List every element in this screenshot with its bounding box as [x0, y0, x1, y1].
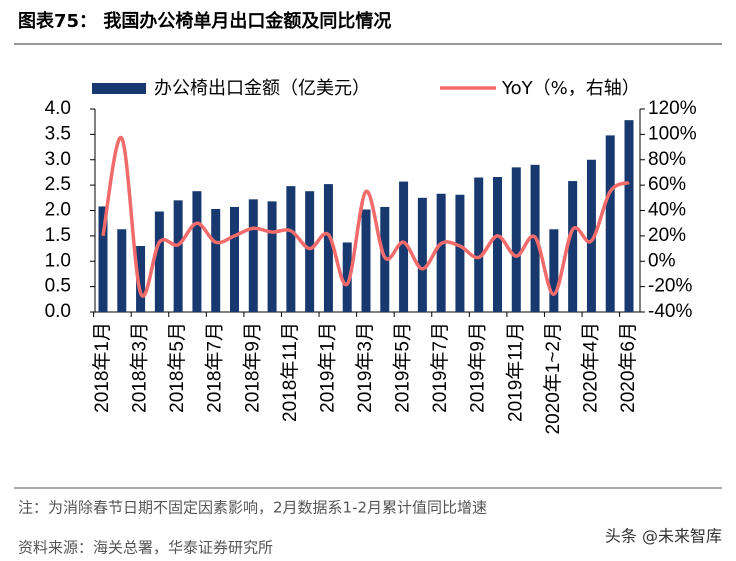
bar [586, 159, 596, 312]
line [101, 136, 630, 298]
bar [230, 206, 239, 312]
bar [136, 246, 146, 312]
x-tick-label: 2018年7月 [204, 322, 226, 413]
x-tick-label: 2018年3月 [129, 322, 151, 413]
x-tick-label: 2018年1月 [91, 322, 113, 413]
x-tick-label: 2020年6月 [617, 322, 639, 413]
x-tick-label: 2018年9月 [241, 322, 263, 413]
source: 资料来源：海关总署，华泰证券研究所 [18, 539, 273, 557]
y-tick-label: 1.0 [45, 250, 71, 271]
bar [267, 201, 277, 312]
bar [549, 229, 559, 312]
bar [436, 193, 446, 312]
bar [117, 229, 127, 312]
bar [173, 200, 183, 312]
bar [286, 186, 296, 312]
y2-tick-label: 120% [648, 98, 697, 119]
x-tick-label: 2020年1~2月 [542, 322, 564, 435]
bar [248, 199, 258, 312]
y-tick-label: 3.5 [45, 123, 71, 144]
bar [323, 184, 333, 312]
bar [305, 191, 315, 312]
bar [493, 177, 502, 312]
y2-tick-label: 40% [648, 200, 686, 221]
watermark: 头条 @未来智库 [605, 527, 722, 546]
y2-tick-label: -20% [648, 276, 692, 297]
y-tick-label: 0.0 [45, 301, 71, 322]
bar [342, 242, 352, 312]
x-tick-label: 2019年3月 [354, 322, 376, 413]
note: 注：为消除春节日期不固定因素影响，2月数据系1-2月累计值同比增速 [18, 499, 487, 517]
legend-label: YoY（%，右轴） [501, 78, 640, 99]
bar [474, 177, 484, 312]
bar [624, 120, 634, 312]
y-tick-label: 2.5 [45, 174, 71, 195]
bar [399, 181, 409, 312]
y-tick-label: 1.5 [45, 225, 71, 246]
x-tick-label: 2019年7月 [429, 322, 451, 413]
y-tick-label: 0.5 [45, 276, 71, 297]
y2-tick-label: -40% [648, 301, 692, 322]
bar [361, 209, 371, 312]
y-tick-label: 2.0 [45, 200, 71, 221]
y-tick-label: 3.0 [45, 149, 71, 170]
legend-swatch [92, 83, 146, 94]
x-tick-label: 2018年11月 [279, 322, 301, 422]
y2-tick-label: 0% [648, 250, 676, 271]
y2-tick-label: 60% [648, 174, 686, 195]
bar [511, 167, 521, 312]
chart-title: 图表75： 我国办公椅单月出口金额及同比情况 [18, 10, 391, 32]
legend-label: 办公椅出口金额（亿美元） [154, 78, 370, 99]
bar [417, 197, 427, 312]
y2-tick-label: 20% [648, 225, 686, 246]
x-tick-label: 2018年5月 [166, 322, 188, 413]
x-tick-label: 2019年1月 [316, 322, 338, 413]
bar [154, 211, 164, 312]
x-tick-label: 2019年11月 [504, 322, 526, 422]
x-tick-label: 2020年4月 [579, 322, 601, 413]
x-tick-label: 2019年9月 [467, 322, 489, 413]
y2-tick-label: 80% [648, 149, 686, 170]
y-tick-label: 4.0 [45, 98, 71, 119]
bar [192, 191, 202, 312]
bar [605, 135, 615, 312]
bar [455, 194, 465, 312]
bar [211, 208, 221, 312]
bar [568, 181, 578, 312]
y2-tick-label: 100% [648, 123, 697, 144]
bar [98, 206, 108, 312]
x-tick-label: 2019年5月 [392, 322, 414, 413]
